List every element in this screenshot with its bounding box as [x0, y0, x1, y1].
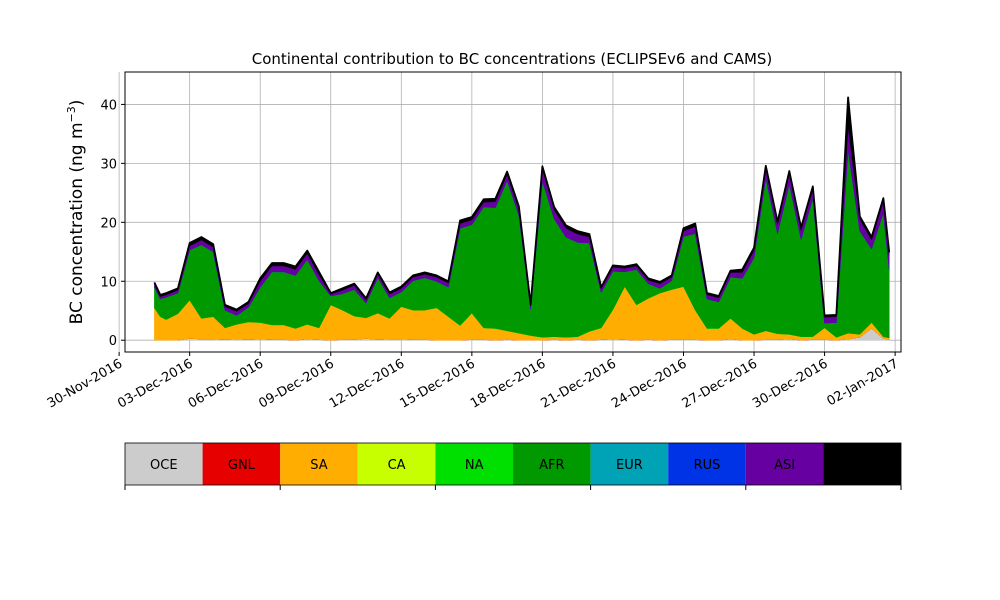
legend-label-oce: OCE — [150, 458, 178, 473]
legend-label-sa: SA — [310, 458, 327, 473]
legend-swatch-afr — [513, 443, 591, 485]
y-tick-label-2: 20 — [100, 216, 117, 231]
y-axis-ticks: 0 10 20 30 40 — [100, 98, 125, 349]
plot-frame — [124, 71, 902, 353]
y-axis-label-main: BC concentration (ng m — [67, 122, 87, 324]
legend-swatch-asi — [745, 443, 824, 485]
legend-label-na: NA — [465, 458, 484, 473]
svg-text:BC concentration (ng m−3): BC concentration (ng m−3) — [65, 100, 87, 325]
legend-swatch-ca — [357, 443, 436, 485]
legend-label-ca: CA — [388, 458, 406, 473]
y-tick-label-3: 30 — [100, 157, 117, 172]
legend-swatch-na — [435, 443, 513, 485]
legend-label-asi: ASI — [774, 458, 795, 473]
axes-frame — [124, 71, 902, 353]
y-axis-label-tail: ) — [67, 100, 87, 107]
y-tick-label-1: 10 — [100, 275, 117, 290]
legend-swatch-oce — [125, 443, 203, 485]
y-tick-label-0: 0 — [109, 334, 117, 349]
y-tick-label-4: 40 — [100, 98, 117, 113]
legend-swatch-gnl — [202, 443, 281, 485]
y-axis-label-superscript: −3 — [65, 106, 78, 122]
legend-label-rus: RUS — [694, 458, 721, 473]
legend-swatch-rus — [668, 443, 746, 485]
legend-label-afr: AFR — [539, 458, 564, 473]
legend-label-gnl: GNL — [228, 458, 256, 473]
chart-title: Continental contribution to BC concentra… — [252, 50, 773, 68]
legend-label-eur: EUR — [616, 458, 643, 473]
legend-swatch-eur — [590, 443, 669, 485]
legend-swatch-aus — [823, 443, 901, 485]
stacked-areas — [153, 96, 891, 341]
legend-label-aus: AUS — [849, 458, 876, 473]
total-outline — [153, 96, 891, 317]
legend-frame — [124, 442, 902, 486]
y-axis-label: BC concentration (ng m−3) — [65, 100, 87, 325]
legend-swatch-sa — [280, 443, 358, 485]
legend-colorbar: OCE GNL SA CA NA AFR EUR RUS ASI AUS — [124, 442, 902, 490]
